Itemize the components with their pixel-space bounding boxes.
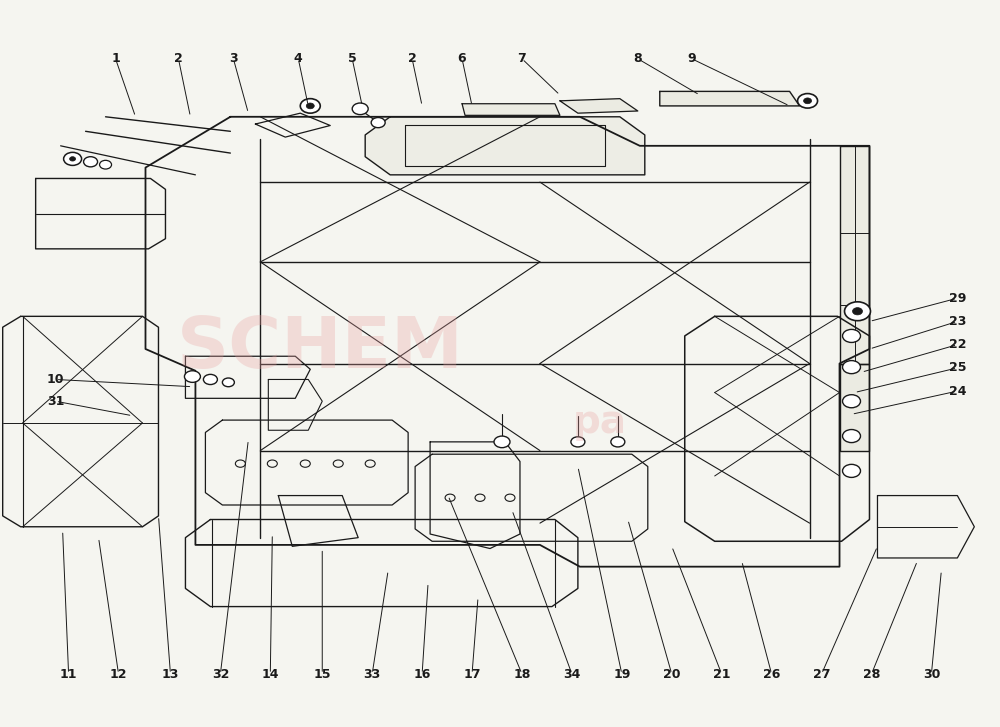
Circle shape bbox=[845, 302, 870, 321]
Text: 8: 8 bbox=[633, 52, 642, 65]
Text: 18: 18 bbox=[513, 667, 531, 680]
Text: 17: 17 bbox=[463, 667, 481, 680]
Text: 12: 12 bbox=[110, 667, 127, 680]
Circle shape bbox=[853, 308, 862, 315]
Text: 26: 26 bbox=[763, 667, 780, 680]
Text: 4: 4 bbox=[294, 52, 303, 65]
Text: pa: pa bbox=[573, 403, 627, 441]
Circle shape bbox=[611, 437, 625, 447]
Text: 13: 13 bbox=[162, 667, 179, 680]
Circle shape bbox=[203, 374, 217, 385]
Text: 30: 30 bbox=[923, 667, 940, 680]
Text: 33: 33 bbox=[364, 667, 381, 680]
Circle shape bbox=[70, 157, 76, 161]
Text: 34: 34 bbox=[563, 667, 581, 680]
Circle shape bbox=[184, 371, 200, 382]
Text: 24: 24 bbox=[949, 385, 966, 398]
Text: 3: 3 bbox=[229, 52, 238, 65]
Circle shape bbox=[64, 153, 82, 166]
Text: 29: 29 bbox=[949, 292, 966, 305]
Circle shape bbox=[371, 118, 385, 128]
Polygon shape bbox=[840, 146, 869, 364]
Circle shape bbox=[100, 161, 112, 169]
Polygon shape bbox=[365, 117, 645, 174]
Text: 19: 19 bbox=[613, 667, 631, 680]
Circle shape bbox=[306, 103, 314, 109]
Text: 25: 25 bbox=[949, 361, 966, 374]
Text: 21: 21 bbox=[713, 667, 730, 680]
Text: 2: 2 bbox=[174, 52, 183, 65]
Circle shape bbox=[804, 98, 812, 104]
Text: 11: 11 bbox=[60, 667, 77, 680]
Circle shape bbox=[571, 437, 585, 447]
Text: 20: 20 bbox=[663, 667, 681, 680]
Circle shape bbox=[222, 378, 234, 387]
Text: SCHEM: SCHEM bbox=[177, 315, 464, 383]
Text: 14: 14 bbox=[262, 667, 279, 680]
Polygon shape bbox=[840, 364, 869, 451]
Text: 10: 10 bbox=[47, 373, 64, 386]
Text: 15: 15 bbox=[313, 667, 331, 680]
Text: 23: 23 bbox=[949, 315, 966, 328]
Circle shape bbox=[843, 465, 860, 478]
Circle shape bbox=[798, 94, 818, 108]
Text: 31: 31 bbox=[47, 395, 64, 408]
Circle shape bbox=[352, 103, 368, 115]
Circle shape bbox=[843, 329, 860, 342]
Circle shape bbox=[843, 430, 860, 443]
Circle shape bbox=[300, 99, 320, 113]
Text: 16: 16 bbox=[413, 667, 431, 680]
Circle shape bbox=[843, 361, 860, 374]
Text: 28: 28 bbox=[863, 667, 880, 680]
Text: 9: 9 bbox=[687, 52, 696, 65]
Text: 27: 27 bbox=[813, 667, 830, 680]
Polygon shape bbox=[462, 104, 560, 116]
Polygon shape bbox=[560, 99, 638, 113]
Text: 2: 2 bbox=[408, 52, 416, 65]
Text: 22: 22 bbox=[949, 338, 966, 351]
Polygon shape bbox=[660, 92, 800, 106]
Circle shape bbox=[494, 436, 510, 448]
Text: 5: 5 bbox=[348, 52, 357, 65]
Circle shape bbox=[84, 157, 98, 167]
Text: 7: 7 bbox=[518, 52, 526, 65]
Circle shape bbox=[843, 395, 860, 408]
Text: 6: 6 bbox=[458, 52, 466, 65]
Text: 32: 32 bbox=[212, 667, 229, 680]
Text: 1: 1 bbox=[111, 52, 120, 65]
